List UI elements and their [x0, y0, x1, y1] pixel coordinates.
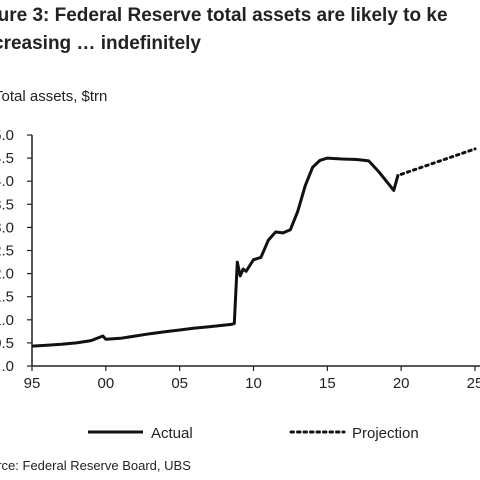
x-tick-labels: 95 00 05 10 15 20 25: [24, 366, 480, 392]
y-axis-label: Total assets, $trn: [0, 88, 108, 105]
y-tick-label: 0.5: [0, 335, 14, 352]
y-tick-label: 1.0: [0, 312, 14, 329]
chart-title-line-2: creasing … indefinitely: [0, 33, 201, 54]
source-note: urce: Federal Reserve Board, UBS: [0, 458, 191, 473]
legend-label-projection: Projection: [352, 425, 419, 442]
series-lines: [31, 147, 477, 348]
x-tick-label: 05: [171, 375, 188, 392]
x-tick-label: 95: [24, 375, 41, 392]
y-tick-label: 2.0: [0, 266, 14, 283]
x-tick-label: 00: [97, 375, 114, 392]
series-line-projection: [399, 147, 477, 176]
legend-label-actual: Actual: [151, 425, 193, 442]
y-tick-label: 1.5: [0, 289, 14, 306]
x-tick-label: 15: [319, 375, 336, 392]
y-tick-label: 4.0: [0, 173, 14, 190]
chart-title-line-1: gure 3: Federal Reserve total assets are…: [0, 5, 448, 26]
x-tick-label: 25: [467, 375, 480, 392]
y-tick-label: 4.5: [0, 150, 14, 167]
y-tick-labels: .0 0.5 1.0 1.5 2.0 2.5 3.0 3.5 4.0 4.5 5.0: [0, 127, 32, 375]
x-tick-label: 20: [393, 375, 410, 392]
y-tick-label: 5.0: [0, 127, 14, 144]
y-tick-label: 2.5: [0, 243, 14, 260]
x-tick-label: 10: [245, 375, 262, 392]
series-line-actual: [31, 156, 400, 348]
y-tick-label: 3.5: [0, 196, 14, 213]
y-tick-label: 3.0: [0, 219, 14, 236]
legend: Actual Projection: [88, 425, 419, 442]
y-tick-label: .0: [1, 358, 14, 375]
